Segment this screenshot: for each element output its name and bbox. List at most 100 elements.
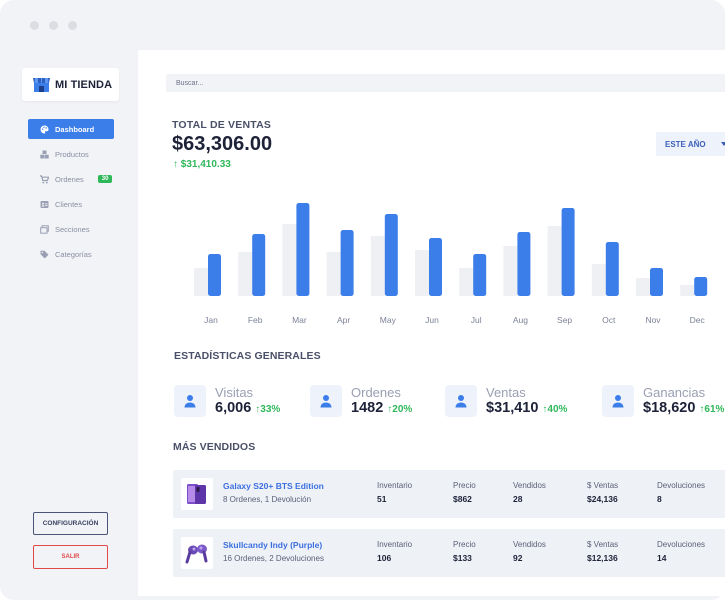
chart-bar-may[interactable]: [384, 214, 398, 296]
config-button[interactable]: CONFIGURACIÓN: [33, 512, 108, 535]
product-subtitle: 8 Ordenes, 1 Devolución: [223, 495, 312, 504]
stat-change: ↑33%: [255, 404, 281, 415]
chart-bar-secondary-dec: [680, 285, 695, 296]
sidebar-item-productos[interactable]: Productos: [28, 144, 114, 164]
col-value: 106: [377, 553, 392, 563]
stat-label: Ganancias: [643, 385, 706, 400]
sales-change: ↑ $31,410.33: [173, 159, 231, 170]
chart-bar-jan[interactable]: [208, 254, 221, 296]
user-icon: [310, 385, 342, 417]
col-ventas: $ Ventas $24,136: [587, 481, 618, 504]
logo-text: MI TIENDA: [55, 78, 113, 91]
chart-x-label: Jan: [204, 315, 218, 325]
chart-bar-oct[interactable]: [605, 242, 619, 296]
user-icon: [445, 385, 477, 417]
sales-chart: Jan Feb Mar Apr May Jun Jul Aug Sep Oct Nov Dec: [194, 203, 708, 325]
sidebar-item-secciones[interactable]: Secciones: [28, 219, 114, 239]
sidebar-item-dashboard[interactable]: Dashboard: [28, 119, 114, 139]
chart-x-label: Feb: [248, 315, 263, 325]
logout-button[interactable]: SALIR: [33, 545, 108, 569]
stat-value: 1482: [351, 400, 384, 416]
stat-label: Ventas: [486, 385, 526, 400]
logo[interactable]: MI TIENDA: [22, 68, 119, 101]
sidebar-item-label: Clientes: [55, 199, 83, 209]
chart-bar-jun[interactable]: [429, 238, 442, 296]
chart-x-label: Oct: [602, 315, 616, 325]
window-dot-maximize[interactable]: [68, 21, 77, 30]
chart-x-label: Nov: [645, 315, 661, 325]
stat-value: $31,410: [486, 400, 539, 416]
chart-bar-dec[interactable]: [694, 277, 708, 296]
sidebar-nav: Dashboard Productos Ordenes 30 Clientes: [28, 119, 114, 269]
earbuds-icon: [181, 537, 213, 569]
col-header: Vendidos: [513, 540, 546, 549]
col-value: 28: [513, 494, 523, 504]
caret-down-icon: [720, 142, 725, 146]
sidebar-item-label: Ordenes: [55, 174, 84, 184]
window-dot-minimize[interactable]: [49, 21, 58, 30]
tag-icon: [40, 250, 49, 259]
col-value: 92: [513, 553, 523, 563]
col-value: $133: [453, 553, 472, 563]
stat-ganancias: Ganancias $18,620 ↑61%: [602, 381, 724, 421]
chart-x-label: May: [380, 315, 397, 325]
stat-label: Ordenes: [351, 385, 401, 400]
col-precio: Precio $862: [453, 481, 476, 504]
chart-bar-aug[interactable]: [517, 232, 531, 296]
cubes-icon: [40, 150, 49, 159]
chart-bar-jul[interactable]: [473, 254, 487, 296]
window-icon: [40, 224, 49, 234]
col-header: Devoluciones: [657, 481, 706, 490]
stat-change: ↑61%: [699, 404, 725, 415]
col-devoluciones: Devoluciones 14: [657, 540, 705, 563]
col-precio: Precio $133: [453, 540, 476, 563]
product-row[interactable]: Galaxy S20+ BTS Edition 8 Ordenes, 1 Dev…: [173, 470, 725, 518]
sidebar-item-label: Categorías: [55, 249, 92, 259]
chart-x-label: Mar: [292, 315, 307, 325]
search-input[interactable]: [166, 74, 725, 92]
chart-x-label: Sep: [557, 315, 572, 325]
col-header: Precio: [453, 540, 476, 549]
sidebar-item-categorias[interactable]: Categorías: [28, 244, 114, 264]
sidebar-item-clientes[interactable]: Clientes: [28, 194, 114, 214]
sales-total: $63,306.00: [172, 133, 273, 155]
chart-bar-secondary-nov: [636, 278, 650, 296]
period-select-value: ESTE AÑO: [665, 139, 706, 149]
chart-bar-secondary-mar: [282, 224, 297, 296]
stat-value: $18,620: [643, 400, 696, 416]
col-value: 14: [657, 553, 667, 563]
sidebar-item-ordenes[interactable]: Ordenes 30: [28, 169, 114, 189]
chart-bar-sep[interactable]: [561, 208, 575, 296]
chart-bar-secondary-jul: [459, 268, 474, 296]
col-value: $12,136: [587, 553, 618, 563]
chart-bar-secondary-jan: [194, 268, 208, 296]
store-icon: [33, 78, 50, 92]
chart-bar-secondary-jun: [415, 250, 429, 296]
main-content: TOTAL DE VENTAS $63,306.00 ↑ $31,410.33 …: [138, 50, 725, 596]
col-inventario: Inventario 106: [377, 540, 412, 563]
window-controls: [30, 21, 77, 30]
chart-bar-nov[interactable]: [650, 268, 663, 296]
chart-bar-secondary-sep: [547, 226, 562, 296]
col-value: 8: [657, 494, 662, 504]
best-sellers-title: MÁS VENDIDOS: [173, 441, 256, 453]
chart-bar-feb[interactable]: [252, 234, 266, 296]
chart-bar-apr[interactable]: [340, 230, 354, 296]
product-name-link[interactable]: Skullcandy Indy (Purple): [223, 540, 323, 550]
col-vendidos: Vendidos 92: [513, 540, 546, 563]
product-name-link[interactable]: Galaxy S20+ BTS Edition: [223, 481, 324, 491]
window-dot-close[interactable]: [30, 21, 39, 30]
col-ventas: $ Ventas $12,136: [587, 540, 618, 563]
stat-change: ↑20%: [387, 404, 413, 415]
chart-x-label: Dec: [690, 315, 706, 325]
product-row[interactable]: Skullcandy Indy (Purple) 16 Ordenes, 2 D…: [173, 529, 725, 577]
sales-label: TOTAL DE VENTAS: [172, 119, 272, 131]
chart-bar-mar[interactable]: [296, 203, 310, 296]
col-header: $ Ventas: [587, 540, 619, 549]
col-header: Precio: [453, 481, 476, 490]
col-value: $24,136: [587, 494, 618, 504]
period-select[interactable]: ESTE AÑO: [656, 132, 725, 156]
chart-bar-secondary-feb: [238, 252, 253, 296]
col-header: Inventario: [377, 540, 413, 549]
